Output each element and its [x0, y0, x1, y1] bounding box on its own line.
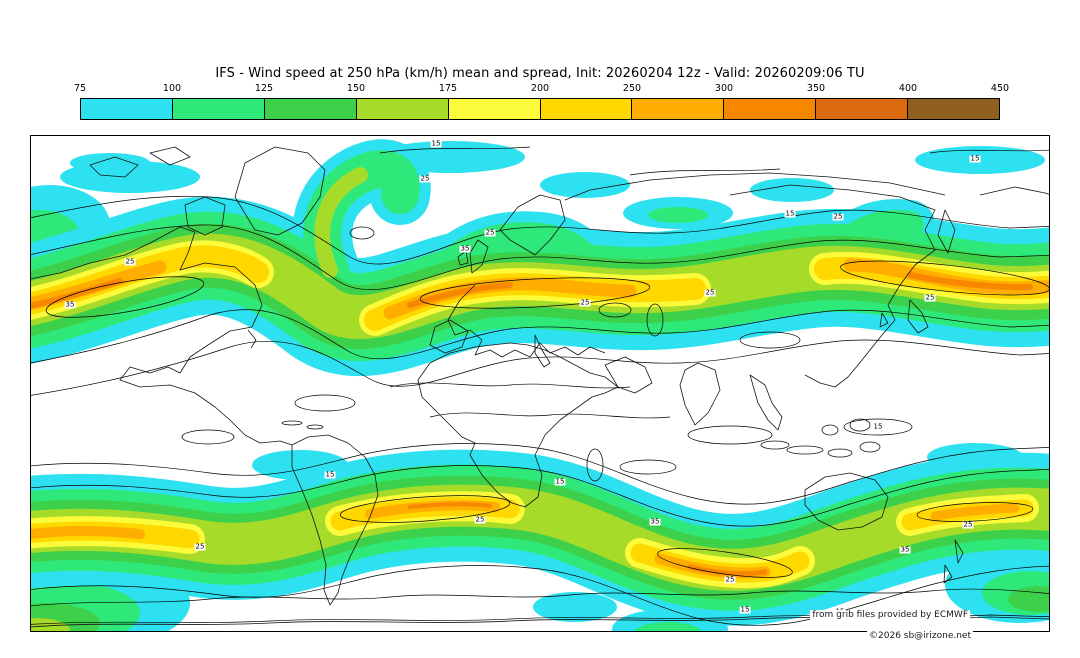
colorbar-segment	[816, 99, 909, 119]
colorbar-segment	[81, 99, 173, 119]
contour-label: 25	[194, 542, 206, 551]
contour-label: 25	[579, 298, 591, 307]
colorbar-segment	[724, 99, 817, 119]
colorbar-tick-label: 75	[73, 83, 87, 94]
chart-title: IFS - Wind speed at 250 hPa (km/h) mean …	[215, 66, 865, 81]
world-map: 15 25 25 35 25 35 25 25 15 25 15 25 15 25 25 35 25 15 35 25…	[30, 135, 1050, 632]
colorbar-segment	[172, 99, 265, 119]
colorbar-tick-label: 450	[990, 83, 1010, 94]
colorbar-segment	[540, 99, 633, 119]
wind-speed-fill	[30, 139, 1050, 632]
contour-label: 25	[474, 515, 486, 524]
contour-label: 15	[969, 154, 981, 163]
colorbar-segment	[264, 99, 357, 119]
contour-label: 25	[124, 257, 136, 266]
colorbar-tick-label: 300	[714, 83, 734, 94]
contour-label: 15	[784, 209, 796, 218]
colorbar-tick-label: 350	[806, 83, 826, 94]
contour-label: 25	[484, 228, 496, 237]
colorbar-segments	[80, 98, 1000, 120]
contour-label: 15	[739, 605, 751, 614]
colorbar-segment	[448, 99, 541, 119]
colorbar-segment	[356, 99, 449, 119]
colorbar-tick-label: 200	[530, 83, 550, 94]
colorbar-tick-label: 250	[622, 83, 642, 94]
colorbar-segment	[908, 99, 1000, 119]
colorbar-labels: 75 100 125 150 175 200 250 300 350 400 450	[74, 83, 1009, 96]
map-svg	[30, 135, 1050, 632]
contour-label: 15	[554, 477, 566, 486]
contour-label: 35	[649, 517, 661, 526]
contour-label: 15	[430, 139, 442, 148]
contour-label: 25	[832, 212, 844, 221]
contour-label: 35	[899, 545, 911, 554]
credit-ecmwf: from grib files provided by ECMWF	[810, 610, 970, 620]
contour-label-layer: 15 25 25 35 25 35 25 25 15 25 15 25 15 25 25 35 25 15 35 25…	[30, 135, 1050, 632]
contour-label: 15	[324, 470, 336, 479]
contour-label: 25	[962, 520, 974, 529]
contour-label: 25	[704, 288, 716, 297]
colorbar-tick-label: 125	[254, 83, 274, 94]
colorbar: 75 100 125 150 175 200 250 300 350 400 450	[74, 83, 1009, 125]
contour-label: 25	[924, 293, 936, 302]
colorbar-tick-label: 400	[898, 83, 918, 94]
contour-label: 25	[724, 575, 736, 584]
contour-label: 35	[64, 300, 76, 309]
colorbar-tick-label: 150	[346, 83, 366, 94]
contour-label: 25	[419, 174, 431, 183]
contour-lines	[30, 146, 1050, 626]
contour-label: 15	[872, 422, 884, 431]
credit-copyright: ©2026 sb@irizone.net	[867, 631, 973, 641]
colorbar-tick-label: 175	[438, 83, 458, 94]
colorbar-tick-label: 100	[162, 83, 182, 94]
map-border	[30, 135, 1050, 632]
colorbar-segment	[632, 99, 725, 119]
contour-label: 35	[459, 244, 471, 253]
